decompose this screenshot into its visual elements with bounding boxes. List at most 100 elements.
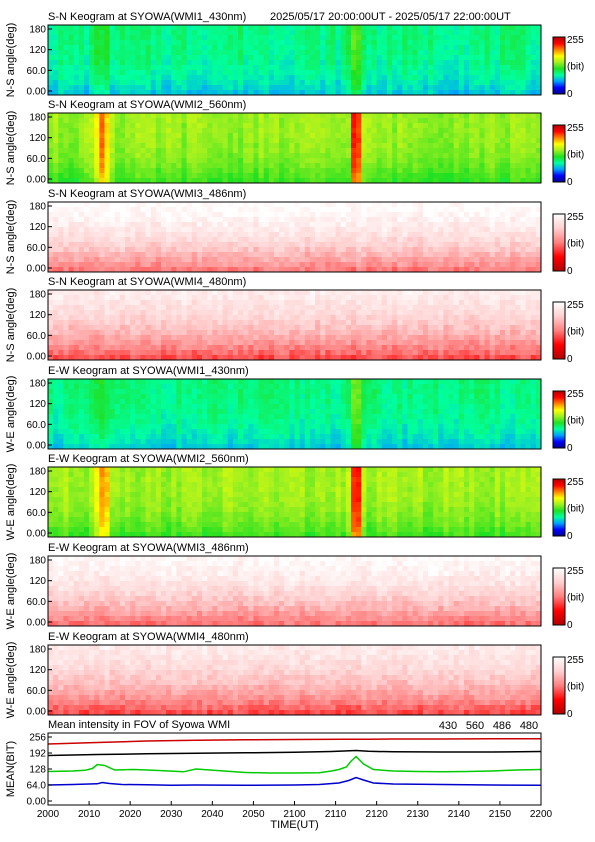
heatmap-cell bbox=[125, 50, 131, 56]
heatmap-cell bbox=[525, 85, 532, 91]
heatmap-cell bbox=[299, 85, 306, 91]
heatmap-cell bbox=[248, 85, 254, 91]
heatmap-cell bbox=[78, 60, 85, 66]
heatmap-cell bbox=[376, 295, 383, 301]
heatmap-cell bbox=[89, 80, 95, 86]
heatmap-cell bbox=[166, 138, 172, 144]
heatmap-cell bbox=[520, 50, 526, 56]
heatmap-cell bbox=[243, 290, 249, 296]
heatmap-cell bbox=[130, 325, 136, 331]
heatmap-cell bbox=[350, 128, 357, 134]
heatmap-cell bbox=[356, 35, 362, 41]
heatmap-cell bbox=[263, 178, 270, 184]
heatmap-cell bbox=[248, 325, 254, 331]
heatmap-cell bbox=[212, 168, 218, 174]
heatmap-cell bbox=[350, 202, 357, 208]
heatmap-cell bbox=[315, 123, 321, 129]
heatmap-cell bbox=[494, 85, 501, 91]
heatmap-cell bbox=[376, 252, 383, 258]
heatmap-cell bbox=[150, 75, 157, 81]
heatmap-cell bbox=[248, 290, 254, 296]
heatmap-cell bbox=[520, 60, 526, 66]
heatmap-cell bbox=[166, 227, 172, 233]
heatmap-cell bbox=[279, 300, 285, 306]
heatmap-cell bbox=[315, 350, 321, 356]
heatmap-cell bbox=[58, 325, 64, 331]
heatmap-cell bbox=[135, 212, 141, 218]
heatmap-cell bbox=[212, 207, 218, 213]
heatmap-cell bbox=[489, 113, 496, 119]
heatmap-cell bbox=[227, 305, 234, 311]
heatmap-cell bbox=[294, 290, 301, 296]
heatmap-cell bbox=[299, 118, 306, 124]
heatmap-cell bbox=[222, 178, 229, 184]
heatmap-cell bbox=[520, 123, 526, 129]
heatmap-cell bbox=[176, 55, 182, 61]
heatmap-cell bbox=[412, 85, 419, 91]
heatmap-cell bbox=[325, 262, 331, 268]
heatmap-cell bbox=[463, 227, 470, 233]
heatmap-cell bbox=[58, 237, 64, 243]
heatmap-cell bbox=[258, 60, 265, 66]
heatmap-cell bbox=[160, 300, 167, 306]
heatmap-cell bbox=[412, 40, 419, 46]
heatmap-cell bbox=[150, 267, 157, 273]
heatmap-cell bbox=[376, 153, 383, 159]
heatmap-cell bbox=[140, 237, 146, 243]
heatmap-cell bbox=[160, 55, 167, 61]
heatmap-cell bbox=[253, 257, 259, 263]
heatmap-cell bbox=[109, 173, 116, 179]
heatmap-cell bbox=[356, 50, 362, 56]
heatmap-cell bbox=[238, 85, 244, 91]
heatmap-cell bbox=[433, 178, 439, 184]
heatmap-cell bbox=[458, 178, 465, 184]
heatmap-cell bbox=[202, 232, 208, 238]
heatmap-cell bbox=[253, 305, 259, 311]
heatmap-cell bbox=[453, 212, 460, 218]
heatmap-cell bbox=[130, 202, 136, 208]
heatmap-cell bbox=[494, 133, 501, 139]
heatmap-cell bbox=[227, 133, 234, 139]
heatmap-cell bbox=[176, 25, 182, 31]
heatmap-cell bbox=[135, 237, 141, 243]
heatmap-cell bbox=[376, 237, 383, 243]
heatmap-cell bbox=[392, 173, 398, 179]
heatmap-cell bbox=[335, 305, 342, 311]
heatmap-cell bbox=[78, 262, 85, 268]
heatmap-cell bbox=[186, 227, 193, 233]
heatmap-cell bbox=[207, 148, 213, 154]
heatmap-cell bbox=[145, 262, 152, 268]
heatmap-cell bbox=[83, 55, 90, 61]
heatmap-cell bbox=[212, 118, 218, 124]
heatmap-cell bbox=[284, 40, 290, 46]
heatmap-cell bbox=[402, 202, 408, 208]
heatmap-cell bbox=[284, 355, 290, 361]
heatmap-cell bbox=[248, 202, 254, 208]
heatmap-cell bbox=[289, 350, 295, 356]
heatmap-cell bbox=[535, 123, 542, 129]
heatmap-cell bbox=[145, 237, 152, 243]
heatmap-cell bbox=[294, 163, 301, 169]
heatmap-cells bbox=[48, 202, 542, 273]
heatmap-cell bbox=[402, 207, 408, 213]
heatmap-cell bbox=[125, 128, 131, 134]
heatmap-cell bbox=[125, 300, 131, 306]
heatmap-cell bbox=[232, 168, 239, 174]
heatmap-cell bbox=[392, 70, 398, 76]
heatmap-cell bbox=[479, 247, 485, 253]
heatmap-cell bbox=[505, 123, 511, 129]
heatmap-cell bbox=[392, 55, 398, 61]
heatmap-cell bbox=[186, 60, 193, 66]
heatmap-cell bbox=[119, 55, 126, 61]
heatmap-cell bbox=[119, 50, 126, 56]
heatmap-cell bbox=[469, 227, 475, 233]
heatmap-cell bbox=[227, 247, 234, 253]
heatmap-cell bbox=[402, 158, 408, 164]
heatmap-cell bbox=[412, 60, 419, 66]
heatmap-cell bbox=[469, 45, 475, 51]
heatmap-cell bbox=[407, 247, 414, 253]
heatmap-cell bbox=[155, 222, 162, 228]
heatmap-cell bbox=[114, 50, 121, 56]
heatmap-cell bbox=[366, 350, 372, 356]
heatmap-cell bbox=[386, 35, 393, 41]
